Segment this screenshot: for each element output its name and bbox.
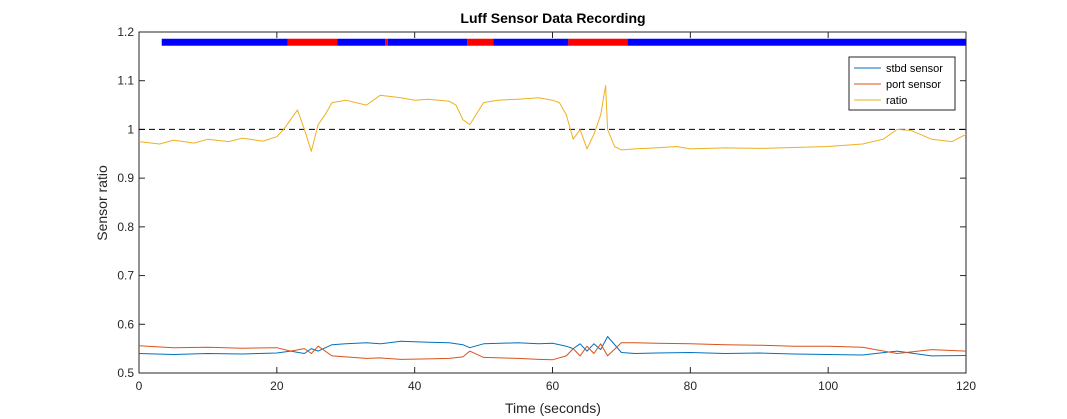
legend-label: ratio: [886, 95, 907, 107]
x-tick-label: 80: [684, 379, 698, 393]
status-bar-segment: [627, 38, 966, 46]
x-tick-label: 0: [136, 379, 143, 393]
x-tick-label: 40: [408, 379, 422, 393]
series-line-ratio: [138, 85, 967, 152]
y-tick-label: 0.7: [117, 269, 134, 283]
x-axis-label: Time (seconds): [505, 400, 601, 416]
status-bar-segment: [467, 38, 494, 46]
legend-label: stbd sensor: [886, 63, 943, 75]
y-tick-label: 0.5: [117, 366, 134, 380]
status-bar-segment: [287, 38, 338, 46]
series-line-stbd-sensor: [138, 336, 967, 357]
x-tick-label: 60: [546, 379, 560, 393]
y-tick-label: 1.2: [117, 25, 134, 39]
status-bar-segment: [387, 38, 468, 46]
y-tick-label: 0.6: [117, 317, 134, 331]
x-tick-label: 100: [818, 379, 838, 393]
x-tick-label: 120: [956, 379, 976, 393]
chart-title: Luff Sensor Data Recording: [460, 10, 645, 26]
legend-label: port sensor: [886, 79, 941, 91]
status-bar-segment: [161, 38, 288, 46]
legend: stbd sensor port sensor ratio: [848, 56, 956, 111]
y-tick-label: 0.8: [117, 220, 134, 234]
series-line-port-sensor: [138, 342, 967, 361]
y-tick-label: 1.1: [117, 74, 134, 88]
y-axis-label: Sensor ratio: [94, 165, 110, 241]
x-tick-label: 20: [270, 379, 284, 393]
status-bar-segment: [385, 38, 388, 46]
status-bar-segment: [337, 38, 386, 46]
status-bar-segment: [568, 38, 628, 46]
y-tick-label: 1: [127, 122, 134, 136]
y-tick-label: 0.9: [117, 171, 134, 185]
status-bar-segment: [493, 38, 569, 46]
plot-area: 0 20 40 60 80 100 120 0.5 0.6 0.7 0.8 0.9 1 1.1 1.2: [117, 25, 976, 393]
